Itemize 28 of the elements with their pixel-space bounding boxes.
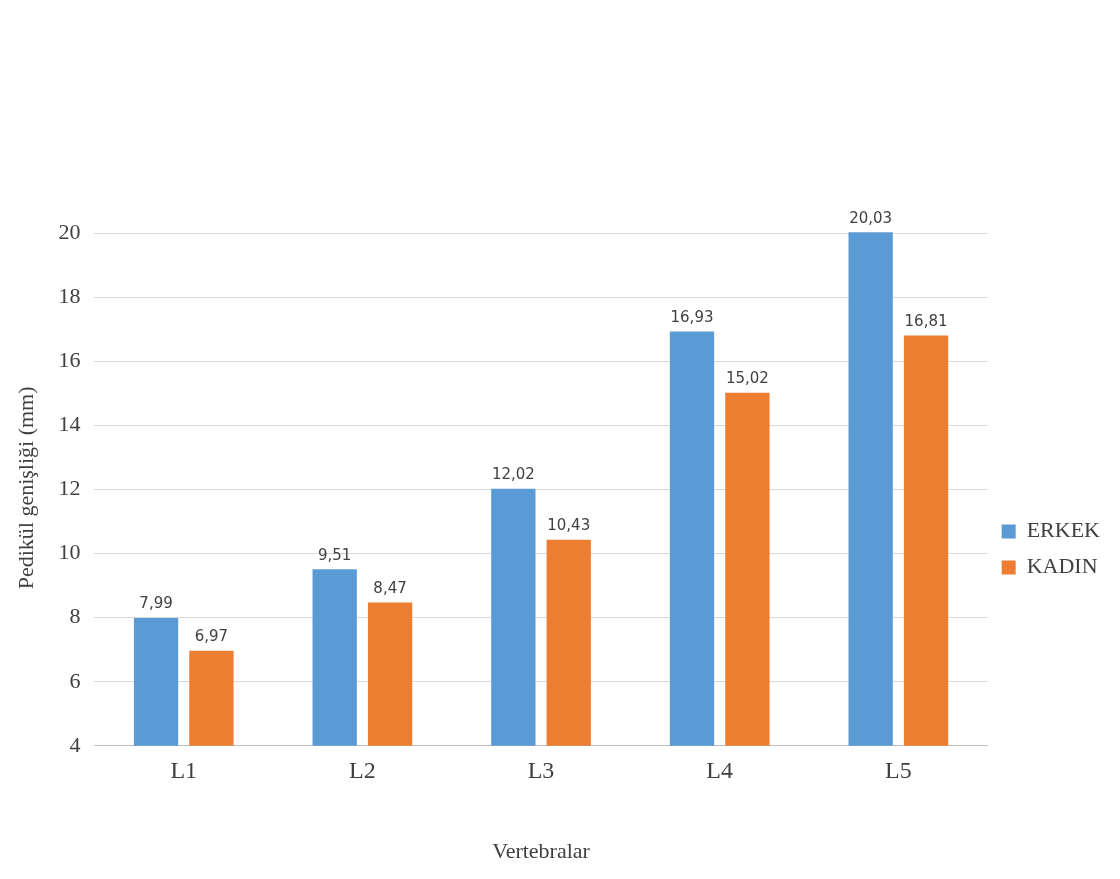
data-label: 8,47 [373,578,407,597]
x-axis-title: Vertebralar [492,837,591,863]
x-tick-label: L2 [349,757,376,784]
x-tick-label: L4 [706,757,734,784]
y-tick-label: 20 [58,218,81,244]
data-label: 20,03 [849,208,893,227]
y-tick-label: 10 [58,539,81,565]
x-tick-label: L1 [170,757,198,784]
data-label: 16,81 [904,311,948,330]
data-label: 12,02 [491,465,535,484]
y-tick-label: 14 [58,411,81,437]
data-label: 7,99 [139,594,173,613]
x-tick-label: L3 [527,757,555,784]
y-tick-label: 16 [58,347,81,373]
legend-label: ERKEK [1026,517,1101,543]
y-tick-label: 6 [69,667,81,693]
data-label: 6,97 [194,627,229,646]
data-label: 16,93 [670,307,714,326]
data-label: 10,43 [547,516,591,535]
y-axis-title: Pedikül genişliği (mm) [12,386,38,590]
y-tick-label: 4 [69,731,81,757]
y-tick-label: 12 [58,475,81,501]
y-tick-label: 18 [58,283,81,309]
y-tick-label: 8 [69,603,81,629]
legend-label: KADIN [1026,553,1098,579]
data-label: 15,02 [725,369,769,388]
data-label: 9,51 [317,545,352,564]
x-tick-label: L5 [885,757,912,784]
